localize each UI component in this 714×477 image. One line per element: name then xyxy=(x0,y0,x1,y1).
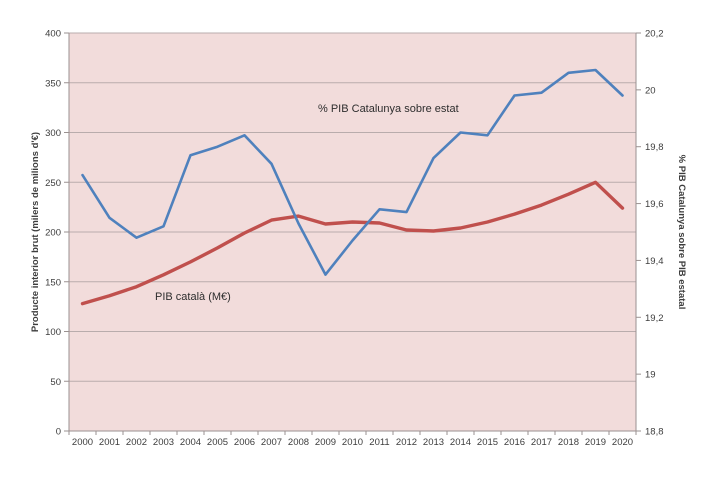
left-axis-tick-label: 150 xyxy=(45,277,61,288)
x-axis-tick-label: 2017 xyxy=(531,437,552,448)
left-axis-tick-label: 250 xyxy=(45,178,61,189)
x-axis-tick-label: 2001 xyxy=(99,437,120,448)
right-axis-tick-label: 20 xyxy=(645,85,656,96)
x-axis-tick-label: 2013 xyxy=(423,437,444,448)
x-axis-tick-label: 2010 xyxy=(342,437,363,448)
series-annotation: % PIB Catalunya sobre estat xyxy=(318,103,459,115)
x-axis-tick-label: 2020 xyxy=(612,437,633,448)
right-axis-tick-label: 19,4 xyxy=(645,256,664,267)
right-axis-title: % PIB Catalunya sobre PIB estatal xyxy=(676,155,687,310)
left-axis-tick-label: 50 xyxy=(50,377,61,388)
x-axis-tick-label: 2000 xyxy=(72,437,93,448)
x-axis-tick-label: 2004 xyxy=(180,437,201,448)
x-axis-tick-label: 2006 xyxy=(234,437,255,448)
x-axis-tick-label: 2012 xyxy=(396,437,417,448)
x-axis-tick-label: 2016 xyxy=(504,437,525,448)
left-axis-tick-label: 100 xyxy=(45,327,61,338)
left-axis-tick-label: 300 xyxy=(45,128,61,139)
x-axis-tick-label: 2002 xyxy=(126,437,147,448)
x-axis-tick-label: 2003 xyxy=(153,437,174,448)
left-axis-tick-label: 0 xyxy=(56,427,61,438)
series-line-1 xyxy=(81,68,624,276)
x-axis-tick-label: 2007 xyxy=(261,437,282,448)
x-axis-tick-label: 2015 xyxy=(477,437,498,448)
right-axis-tick-label: 20,2 xyxy=(645,29,664,40)
left-axis-tick-label: 350 xyxy=(45,78,61,89)
right-axis-tick-label: 18,8 xyxy=(645,427,664,438)
x-axis-tick-label: 2005 xyxy=(207,437,228,448)
x-axis-tick-label: 2009 xyxy=(315,437,336,448)
series-annotation: PIB català (M€) xyxy=(155,291,231,303)
right-axis-tick-label: 19,8 xyxy=(645,142,664,153)
right-axis-tick-label: 19 xyxy=(645,370,656,381)
x-axis-tick-label: 2014 xyxy=(450,437,471,448)
x-axis-tick-label: 2008 xyxy=(288,437,309,448)
left-axis-tick-label: 400 xyxy=(45,29,61,40)
series-line-0 xyxy=(80,180,625,306)
right-axis-tick-label: 19,6 xyxy=(645,199,664,210)
right-axis-tick-label: 19,2 xyxy=(645,313,664,324)
left-axis-title: Producte interior brut (milers de milion… xyxy=(30,132,41,332)
x-axis-tick-label: 2018 xyxy=(558,437,579,448)
x-axis-tick-label: 2011 xyxy=(369,437,389,448)
x-axis-tick-label: 2019 xyxy=(585,437,606,448)
left-axis-tick-label: 200 xyxy=(45,228,61,239)
